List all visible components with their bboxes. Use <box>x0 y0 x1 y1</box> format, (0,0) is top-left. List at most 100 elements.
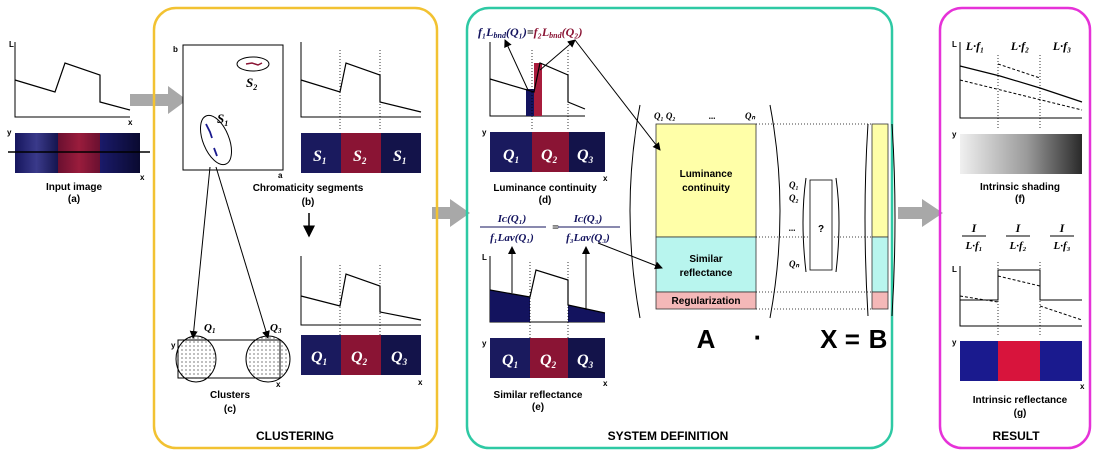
shading-label-3: L·f₃ <box>1052 39 1072 53</box>
frac-num-1: I <box>971 221 978 235</box>
block-luminance-continuity <box>655 123 757 238</box>
segment-region-3-label: S1 <box>393 148 406 166</box>
input-letter: (a) <box>68 194 80 205</box>
vector-b-left-bracket <box>864 123 869 317</box>
chromaticity-letter: (b) <box>302 197 315 208</box>
axis-l-label: L <box>952 265 957 274</box>
lum-region-2 <box>532 132 569 172</box>
clustering-panel-frame <box>152 6 439 450</box>
axis-x-label: x <box>128 118 133 127</box>
eq-arrow <box>539 39 576 71</box>
flow-arrow-1 <box>130 86 187 114</box>
system-title: SYSTEM DEFINITION <box>608 429 729 443</box>
segment-region-2-label: S2 <box>353 148 367 166</box>
axis-y-label: y <box>952 338 957 347</box>
block-refl-label-2: reflectance <box>680 268 733 279</box>
vector-x-left-bracket <box>802 177 807 273</box>
refl-region-3 <box>568 338 605 378</box>
matrix-column-dots: ... <box>709 111 716 121</box>
clusters-luminance-curve <box>300 273 422 321</box>
reflectance-plot-axes <box>959 266 1082 327</box>
lum-region-3-label: Q3 <box>577 147 594 165</box>
shading-label-2: L·f₂ <box>1010 39 1030 53</box>
frac-num-3: I <box>1059 221 1066 235</box>
result-panel-frame <box>938 6 1092 450</box>
cluster-q1-label: Q1 <box>204 322 215 335</box>
shading-dashed <box>959 79 1083 111</box>
reflectance-letter: (g) <box>1014 408 1027 419</box>
vector-x-label-q1: Q₁ <box>789 180 799 190</box>
segment-s1-points <box>205 123 218 157</box>
axis-b-label: b <box>173 45 178 54</box>
axis-x-label: x <box>1080 382 1085 391</box>
axis-x-label: x <box>603 174 608 183</box>
refl-fill-q3 <box>568 305 605 322</box>
matrix-column-last: Qₙ <box>745 111 755 121</box>
eq-reflectance: Iᴄ(Q₁) f₁Lav(Q₁) = Iᴄ(Q₃) f₃Lav(Q₃) <box>480 213 620 244</box>
shading-dashed <box>997 63 1041 79</box>
matrix-a-left-bracket <box>629 104 641 319</box>
reflectance-fractions: I L·f₁ I L·f₂ I L·f₃ <box>962 221 1074 252</box>
axis-l-label: L <box>482 253 487 262</box>
reflectance-dashed <box>959 275 1083 321</box>
axis-x-label: x <box>603 379 608 388</box>
input-luminance-axes <box>14 42 130 118</box>
dot-operator: · <box>754 322 763 352</box>
eq-luminance: f₁Lbnd(Q₁)=f₂Lbnd(Q₂) <box>478 25 582 40</box>
clusters-caption: Clusters <box>210 390 250 401</box>
block-reg-label: Regularization <box>672 296 741 307</box>
input-caption: Input image <box>46 182 103 193</box>
vector-x-label-q2: Q₂ <box>789 193 799 203</box>
chromaticity-caption: Chromaticity segments <box>253 183 364 194</box>
eq2-numerator-left: Iᴄ(Q₁) <box>497 213 527 225</box>
reflectance-region-3 <box>1040 341 1082 381</box>
matrix-b-label: B <box>869 324 888 354</box>
segments-luminance-curve <box>300 62 422 113</box>
block-refl-label-1: Similar <box>689 254 722 265</box>
matrix-x-label: X = <box>820 324 860 354</box>
result-panel: L·f₁ L·f₂ L·f₃ L y Intrinsic shading (f)… <box>952 39 1085 443</box>
boundary-q2 <box>534 63 542 116</box>
block-similar-reflectance <box>655 236 757 293</box>
lum-caption: Luminance continuity <box>493 183 597 194</box>
lum-plot-axes <box>489 42 585 117</box>
eq2-equals: = <box>552 220 559 234</box>
segment-s1-label: S1 <box>217 111 228 128</box>
cluster-region-3-label: Q3 <box>391 349 408 367</box>
lum-region-2-label: Q2 <box>541 147 558 165</box>
lum-region-1-label: Q1 <box>503 147 519 165</box>
vector-b-reg <box>871 291 889 310</box>
vector-x <box>809 179 833 271</box>
segment-s1-ellipse <box>200 114 232 166</box>
vector-x-label-dots: ... <box>789 223 796 233</box>
reflectance-step <box>960 269 1082 301</box>
vector-b-refl <box>871 236 889 293</box>
input-luminance-curve <box>14 62 131 111</box>
cluster-region-2 <box>341 335 381 375</box>
matrix-column-header: Q₁ Q₂ <box>654 111 676 121</box>
input-region-1 <box>15 133 58 173</box>
lum-region-3 <box>569 132 605 172</box>
axis-y-label: y <box>7 128 12 137</box>
shading-letter: (f) <box>1015 194 1025 205</box>
axis-x-label: x <box>418 378 423 387</box>
lum-plot-curve <box>489 62 586 110</box>
flow-arrow-2 <box>432 199 470 227</box>
block-lum-label-1: Luminance <box>680 169 733 180</box>
cluster-region-1 <box>301 335 341 375</box>
cluster-q3 <box>245 335 291 383</box>
reflectance-caption: Intrinsic reflectance <box>973 395 1068 406</box>
refl-letter: (e) <box>532 402 544 413</box>
segment-s2-ellipse <box>236 56 270 72</box>
connector-q3 <box>215 166 270 339</box>
segment-s2-points <box>245 62 263 66</box>
unknown-mark: ? <box>818 224 824 235</box>
reflectance-region-1 <box>960 341 998 381</box>
connector-q1 <box>189 166 211 339</box>
segment-s2-label: S2 <box>246 75 257 92</box>
arrow-to-lum-block <box>574 39 661 151</box>
matrix-a-right-bracket <box>769 104 781 319</box>
vector-b-right-bracket <box>891 123 896 317</box>
frac-den-3: L·f₃ <box>1053 240 1071 252</box>
frac-den-1: L·f₁ <box>965 240 983 252</box>
